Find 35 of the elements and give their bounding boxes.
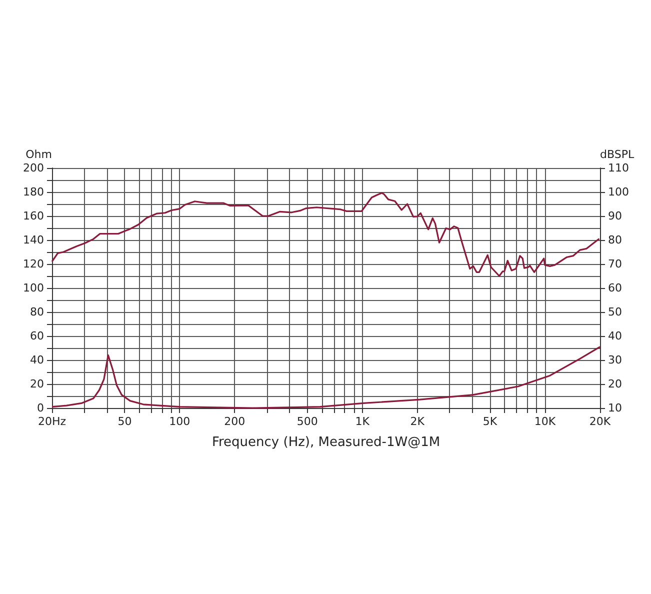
x-tick-label: 5K [482, 415, 498, 428]
x-tick-label: 20K [589, 415, 612, 428]
y2-tick-label: 60 [608, 282, 622, 294]
y-tick-label: 0 [37, 402, 44, 414]
y2-tick-label: 110 [608, 162, 629, 174]
y2-tick-label: 40 [608, 330, 622, 342]
x-tick-label: 1K [355, 415, 370, 428]
y-axis-title: Ohm [26, 148, 52, 161]
y-tick-label: 140 [23, 234, 44, 246]
x-axis-title: Frequency (Hz), Measured-1W@1M [212, 435, 440, 450]
x-tick-label: 500 [296, 415, 318, 428]
y2-tick-label: 30 [608, 354, 622, 366]
x-tick-label: 2K [410, 415, 426, 428]
x-tick-label: 100 [169, 415, 190, 428]
y-tick-label: 40 [30, 354, 44, 366]
y-tick-label: 80 [30, 306, 44, 318]
y-tick-label: 160 [23, 210, 44, 222]
y2-axis-title: dBSPL [600, 148, 635, 161]
y2-tick-label: 10 [608, 402, 622, 414]
x-tick-label: 20Hz [38, 415, 66, 428]
y-tick-label: 200 [23, 162, 44, 174]
x-tick-label: 200 [224, 415, 246, 428]
x-tick-label: 50 [118, 415, 132, 428]
y-tick-label: 60 [30, 330, 44, 342]
y-tick-label: 100 [23, 282, 44, 294]
x-tick-label: 10K [534, 415, 556, 428]
y2-tick-label: 50 [608, 306, 622, 318]
y-tick-label: 180 [23, 186, 44, 198]
y2-tick-label: 100 [608, 186, 629, 198]
y2-tick-label: 70 [608, 258, 622, 270]
y2-tick-label: 80 [608, 234, 622, 246]
y-tick-label: 20 [30, 378, 44, 390]
y2-tick-label: 90 [608, 210, 622, 222]
y2-tick-label: 20 [608, 378, 622, 390]
y-tick-label: 120 [23, 258, 44, 270]
